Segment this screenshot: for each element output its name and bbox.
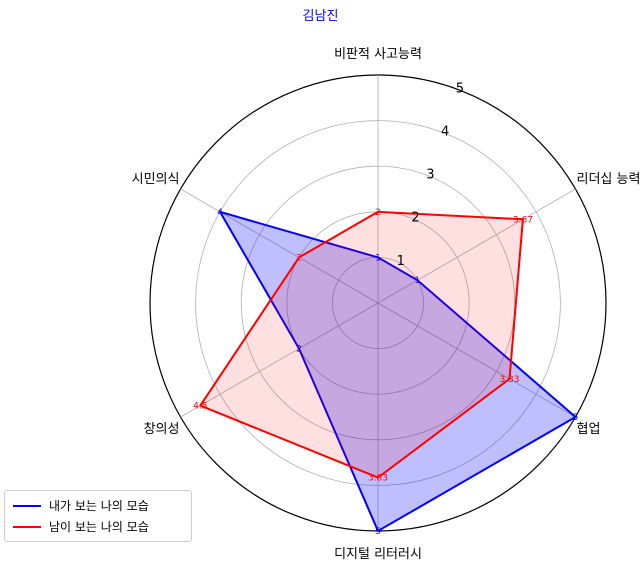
category-label: 비판적 사고능력 [334,47,422,62]
data-label: 1 [375,253,381,263]
grid-spoke [377,302,576,418]
legend-swatch-self [13,504,41,507]
category-label: 창의성 [144,422,180,437]
radial-tick-label: 5 [456,81,464,96]
grid-spoke [377,188,576,304]
chart-title: 김남진 [302,9,339,24]
radial-tick-label: 4 [441,124,449,139]
legend-label-others: 남이 보는 나의 모습 [49,520,149,534]
legend-entry-self: 내가 보는 나의 모습 [13,495,183,516]
radial-tick-label: 3 [426,168,434,183]
grid-spoke [180,302,379,418]
data-label: 4 [217,208,223,218]
category-label: 시민의식 [132,172,180,187]
data-label: 3.33 [499,375,519,385]
data-label: 3.83 [368,474,388,484]
grid-spoke [180,188,379,304]
data-label: 5 [375,527,381,537]
series-area-1 [200,211,523,478]
category-label: 협업 [577,422,601,437]
data-label: 4.5 [193,402,207,412]
series-area-0 [220,211,576,532]
radial-tick-label: 1 [397,254,405,269]
data-label: 3.67 [513,215,533,225]
data-label: 5 [573,413,579,423]
legend-entry-others: 남이 보는 나의 모습 [13,516,183,537]
legend-label-self: 내가 보는 나의 모습 [49,499,149,513]
legend: 내가 보는 나의 모습 남이 보는 나의 모습 [4,490,192,542]
category-label: 리더십 능력 [577,172,641,187]
category-label: 디지털 리터러시 [334,547,422,562]
data-label: 1 [415,276,421,286]
data-label: 2 [375,208,381,218]
data-label: 2 [296,345,302,355]
series-line-1 [199,210,524,479]
data-label: 2 [296,253,302,263]
legend-swatch-others [13,525,41,528]
series-line-0 [219,210,577,532]
radial-tick-label: 2 [411,211,419,226]
